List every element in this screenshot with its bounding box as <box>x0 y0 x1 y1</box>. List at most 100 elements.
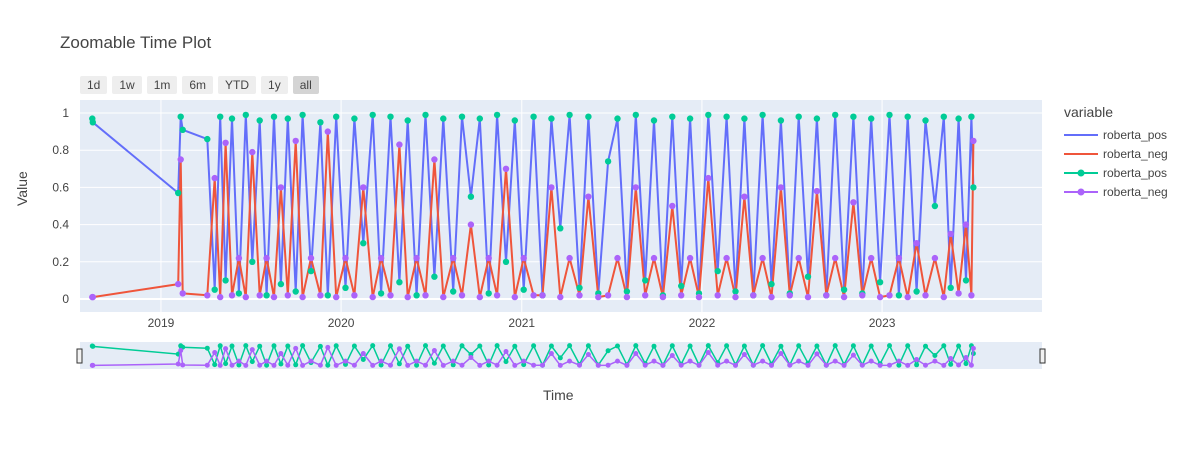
rangeslider-point-roberta_neg <box>948 356 954 361</box>
data-point-roberta_neg <box>476 293 483 301</box>
data-point-roberta_pos <box>705 111 712 119</box>
data-point-roberta_pos <box>968 113 975 120</box>
data-point-roberta_neg <box>299 293 306 301</box>
legend-item-roberta-neg-line[interactable]: roberta_neg <box>1064 144 1168 163</box>
data-point-roberta_pos <box>369 111 376 119</box>
data-point-roberta_pos <box>324 292 331 299</box>
legend-item-roberta-pos-markers[interactable]: roberta_pos <box>1064 163 1168 182</box>
data-point-roberta_neg <box>813 187 821 195</box>
data-point-roberta_pos <box>177 113 184 120</box>
rangeslider-point-roberta_pos <box>243 343 249 349</box>
range-selector: 1d 1w 1m 6m YTD 1y all <box>80 76 324 94</box>
data-point-roberta_pos <box>351 115 358 122</box>
range-button-1d[interactable]: 1d <box>80 76 108 94</box>
range-button-6m[interactable]: 6m <box>182 76 214 94</box>
x-tick-label: 2020 <box>328 316 355 330</box>
data-point-roberta_neg <box>832 254 839 262</box>
rangeslider-point-roberta_pos <box>300 343 306 349</box>
data-point-roberta_pos <box>955 115 962 122</box>
range-button-all[interactable]: all <box>292 76 319 94</box>
rangeslider-point-roberta_neg <box>941 362 947 368</box>
rangeslider-point-roberta_neg <box>633 351 639 356</box>
rangeslider-point-roberta_neg <box>548 351 554 356</box>
rangeslider-left-handle[interactable] <box>76 348 83 364</box>
rangeslider-point-roberta_pos <box>548 343 554 349</box>
rangeslider-point-roberta_pos <box>351 343 357 349</box>
range-button-1y[interactable]: 1y <box>261 76 288 94</box>
rangeslider-point-roberta_neg <box>293 345 299 351</box>
rangeslider-point-roberta_neg <box>778 351 784 356</box>
rangeslider-point-roberta_pos <box>956 343 962 349</box>
rangeslider-point-roberta_neg <box>204 362 210 368</box>
data-point-roberta_neg <box>557 293 564 301</box>
data-point-roberta_neg <box>211 174 218 182</box>
rangeslider-point-roberta_pos <box>932 353 938 358</box>
data-point-roberta_pos <box>876 279 884 286</box>
data-point-roberta_neg <box>669 202 676 210</box>
data-point-roberta_neg <box>351 292 358 299</box>
data-point-roberta_neg <box>548 184 555 191</box>
y-axis-label: Value <box>14 171 30 206</box>
rangeslider-point-roberta_neg <box>405 362 411 368</box>
data-point-roberta_neg <box>931 254 939 262</box>
rangeslider-point-roberta_pos <box>832 343 838 349</box>
data-point-roberta_pos <box>557 225 564 232</box>
range-button-1w[interactable]: 1w <box>112 76 142 94</box>
data-point-roberta_neg <box>876 293 884 301</box>
rangeslider-point-roberta_pos <box>521 362 527 368</box>
x-tick-label: 2019 <box>148 316 175 330</box>
data-point-roberta_pos <box>440 115 447 122</box>
rangeslider-point-roberta_pos <box>687 343 693 349</box>
rangeslider-point-roberta_neg <box>503 349 509 354</box>
data-point-roberta_neg <box>904 293 911 301</box>
rangeslider-point-roberta_neg <box>651 358 657 364</box>
data-point-roberta_pos <box>228 115 236 122</box>
data-point-roberta_neg <box>947 230 954 238</box>
data-point-roberta_pos <box>832 111 839 119</box>
data-point-roberta_pos <box>962 277 970 284</box>
axis-ticks: 0 0.2 0.4 0.6 0.8 1 2019 2020 2021 2022 2023 <box>52 106 895 330</box>
y-tick-label: 0 <box>62 292 69 306</box>
data-point-roberta_neg <box>256 292 263 299</box>
legend-item-roberta-neg-markers[interactable]: roberta_neg <box>1064 182 1168 201</box>
rangeslider-point-roberta_pos <box>249 359 255 365</box>
data-point-roberta_pos <box>768 280 775 288</box>
data-point-roberta_neg <box>217 293 224 301</box>
data-point-roberta_neg <box>431 156 438 163</box>
data-point-roberta_neg <box>222 139 229 146</box>
data-point-roberta_neg <box>485 254 492 262</box>
rangeslider-point-roberta_neg <box>970 345 976 351</box>
legend-item-roberta-pos-line[interactable]: roberta_pos <box>1064 125 1168 144</box>
data-point-roberta_pos <box>204 135 211 143</box>
data-point-roberta_neg <box>595 293 602 301</box>
legend-label: roberta_pos <box>1103 127 1168 142</box>
rangeslider-point-roberta_neg <box>243 362 249 368</box>
data-point-roberta_neg <box>566 254 573 262</box>
rangeslider-point-roberta_neg <box>343 358 348 364</box>
data-point-roberta_neg <box>307 254 315 262</box>
data-point-roberta_neg <box>342 254 349 262</box>
rangeslider-point-roberta_neg <box>459 362 465 368</box>
range-button-1m[interactable]: 1m <box>146 76 178 94</box>
data-point-roberta_neg <box>324 128 331 135</box>
data-point-roberta_neg <box>204 292 211 299</box>
rangeslider-point-roberta_pos <box>923 343 928 349</box>
range-button-ytd[interactable]: YTD <box>218 76 257 94</box>
rangeslider-point-roberta_pos <box>217 343 223 349</box>
rangeslider-point-roberta_pos <box>333 343 339 349</box>
rangeslider-right-handle[interactable] <box>1039 348 1046 364</box>
rangeslider-point-roberta_pos <box>557 355 563 361</box>
data-point-roberta_neg <box>242 293 249 301</box>
rangeslider-point-roberta_neg <box>850 352 856 358</box>
rangeslider-point-roberta_neg <box>378 358 384 364</box>
data-point-roberta_neg <box>179 290 186 297</box>
data-point-roberta_pos <box>850 113 857 120</box>
data-point-roberta_pos <box>222 277 229 284</box>
data-point-roberta_neg <box>493 292 501 299</box>
rangeslider-point-roberta_pos <box>440 343 446 349</box>
data-point-roberta_pos <box>669 113 676 120</box>
rangeslider-point-roberta_neg <box>615 358 620 364</box>
data-point-roberta_pos <box>387 113 394 120</box>
rangeslider-point-roberta_neg <box>264 358 270 364</box>
